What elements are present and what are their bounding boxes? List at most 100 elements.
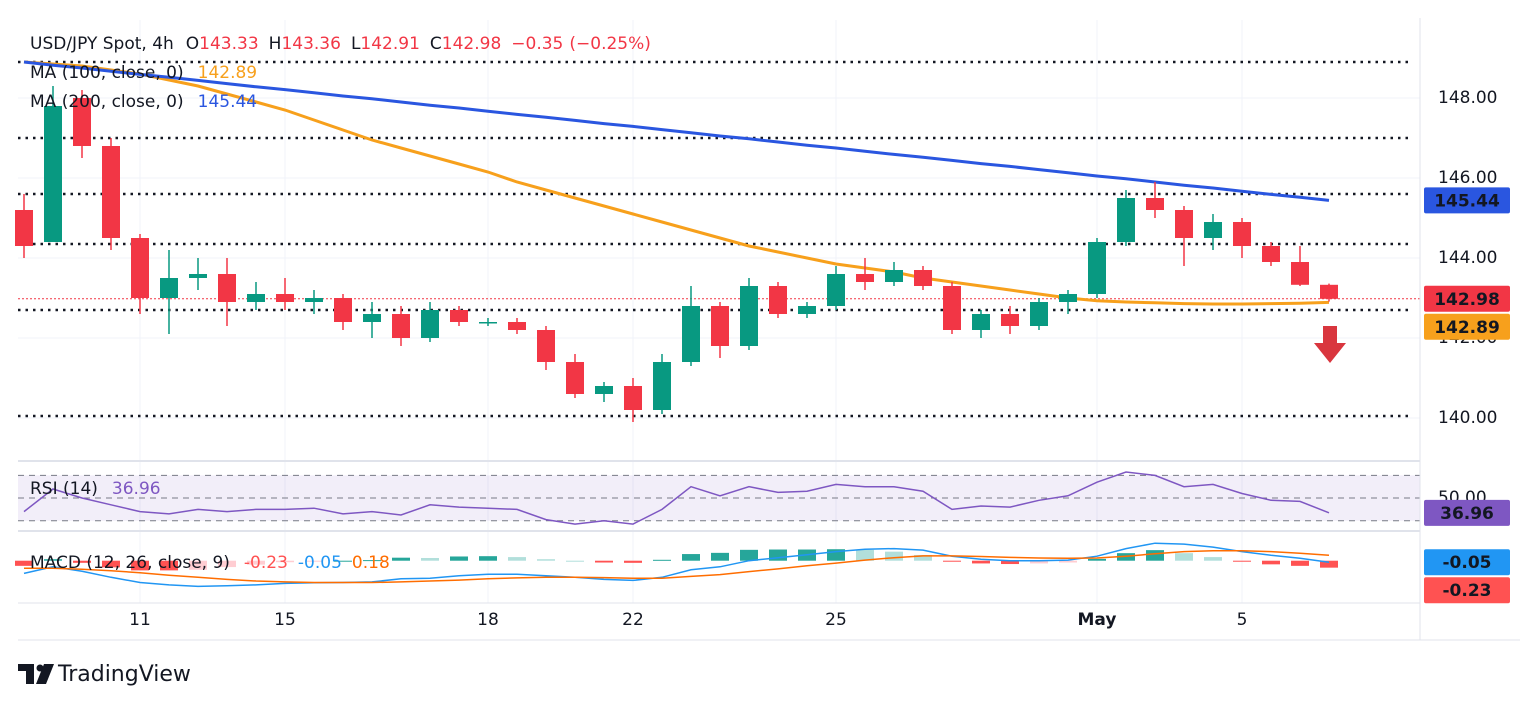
candle-body	[566, 362, 584, 394]
ma-value: 145.44	[198, 92, 257, 112]
x-tick-label: 11	[129, 610, 151, 630]
candle-body	[160, 278, 178, 298]
ma-legend: MA (100, close, 0) 142.89	[30, 63, 257, 83]
candle-body	[972, 314, 990, 330]
candle-body	[450, 310, 468, 322]
macd-histogram-bar	[740, 549, 758, 561]
candle-body	[1233, 222, 1251, 246]
chart-title: USD/JPY Spot, 4h	[30, 34, 174, 54]
ma-value: 142.89	[198, 63, 257, 83]
candle-body	[479, 322, 497, 324]
candle-body	[653, 362, 671, 410]
macd-histogram-bar	[421, 557, 439, 561]
candle-body	[769, 286, 787, 314]
rsi-value: 36.96	[112, 479, 161, 499]
x-tick-label: 5	[1237, 610, 1248, 630]
macd-histogram-bar	[537, 559, 555, 561]
candle-body	[247, 294, 265, 302]
candle-body	[1088, 242, 1106, 294]
value-tag-label: -0.23	[1443, 581, 1492, 601]
candle-body	[1059, 294, 1077, 302]
macd-histogram-bar	[508, 557, 526, 561]
brand-name: TradingView	[57, 662, 191, 687]
macd-histogram-bar	[1088, 558, 1106, 561]
macd-histogram-bar	[1175, 553, 1193, 561]
candle-body	[102, 146, 120, 238]
value-tag-label: 36.96	[1440, 504, 1494, 524]
candle-body	[15, 210, 33, 246]
rsi-name: RSI (14)	[30, 479, 98, 499]
value-tag	[1424, 187, 1510, 214]
macd-histogram-bar	[769, 549, 787, 561]
macd-histogram-bar	[160, 560, 178, 571]
ma-name: MA (100, close, 0)	[30, 63, 184, 83]
macd-histogram-bar	[1146, 550, 1164, 561]
value-tag-label: 142.98	[1434, 290, 1500, 310]
macd-histogram-bar	[305, 560, 323, 562]
candle-body	[914, 270, 932, 286]
candle-body	[624, 386, 642, 410]
y-tick-label: 144.00	[1438, 248, 1497, 268]
macd-histogram-bar	[1262, 560, 1280, 565]
candle-body	[1117, 198, 1135, 242]
candle-body	[827, 274, 845, 306]
candle-body	[334, 298, 352, 322]
macd-histogram-bar	[247, 560, 265, 565]
value-tag-label: 145.44	[1434, 191, 1500, 211]
ma-name: MA (200, close, 0)	[30, 92, 184, 112]
macd-histogram-bar	[856, 549, 874, 561]
macd-histogram-bar	[363, 560, 381, 562]
candle-body	[1204, 222, 1222, 238]
x-tick-label: 15	[274, 610, 296, 630]
macd-histogram-bar	[1233, 560, 1251, 562]
candle-body	[682, 306, 700, 362]
candle-body	[392, 314, 410, 338]
ohlc-label: C	[430, 34, 442, 54]
value-tag	[1424, 285, 1510, 312]
candle-body	[1320, 284, 1338, 299]
candle-body	[73, 98, 91, 146]
value-tag	[1424, 577, 1510, 604]
candle-body	[1001, 314, 1019, 326]
grid-layer: 140.00142.00144.00146.00148.001115182225…	[18, 20, 1497, 630]
candle-body	[1146, 198, 1164, 210]
candle-body	[1030, 302, 1048, 326]
candle-body	[711, 306, 729, 346]
candle-body	[943, 286, 961, 330]
candle-body	[363, 314, 381, 322]
rsi-line	[23, 471, 1330, 525]
macd-line	[23, 542, 1330, 588]
logo: TradingView	[18, 662, 191, 687]
candle-body	[44, 106, 62, 242]
value-tag	[1424, 549, 1510, 576]
legend-layer: USD/JPY Spot, 4h O143.33 H143.36 L142.91 C14…	[30, 34, 651, 573]
macd-histogram-bar	[827, 549, 845, 561]
macd-histogram-bar	[218, 560, 236, 568]
ma-legend: MA (200, close, 0) 145.44	[30, 92, 257, 112]
candle-body	[1291, 262, 1309, 285]
macd-value: -0.05	[298, 553, 342, 573]
value-tag-label: 142.89	[1434, 318, 1500, 338]
macd-histogram-bar	[595, 560, 613, 563]
macd-histogram-bar	[1030, 560, 1048, 564]
candle-body	[856, 274, 874, 282]
macd-histogram-bar	[450, 556, 468, 561]
macd-histogram-bar	[1001, 560, 1019, 565]
macd-histogram-bar	[479, 556, 497, 561]
ma-line	[23, 60, 1330, 202]
value-tag	[1424, 499, 1510, 526]
candle-body	[1175, 210, 1193, 238]
low-value: 142.91	[360, 34, 419, 54]
signal-value: 0.18	[352, 553, 390, 573]
macd-histogram-bar	[1291, 560, 1309, 566]
macd-histogram-bar	[972, 560, 990, 564]
y-tick-label: 146.00	[1438, 168, 1497, 188]
macd-histogram-bar	[102, 560, 120, 568]
y-tick-label: 148.00	[1438, 88, 1497, 108]
macd-legend: MACD (12, 26, close, 9) -0.23 -0.05 0.18	[30, 553, 390, 573]
ohlc-label: L	[351, 34, 361, 54]
logo-mark	[18, 664, 34, 684]
candle-body	[189, 274, 207, 278]
